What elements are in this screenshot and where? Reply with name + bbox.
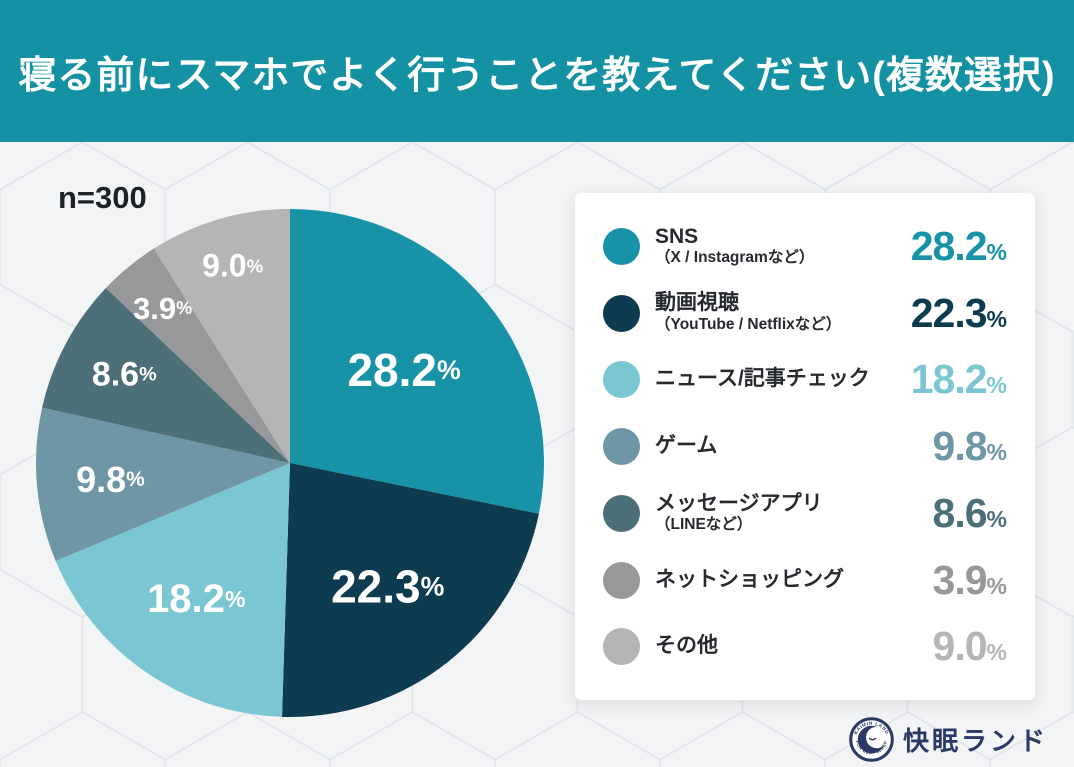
legend-item-labels: ニュース/記事チェック [655, 367, 896, 392]
legend-item-labels: ネットショッピング [655, 568, 918, 593]
legend-color-dot-icon [603, 294, 640, 332]
legend-color-dot-icon [603, 428, 640, 465]
legend-item-label: メッセージアプリ [655, 491, 823, 515]
pie-slice [282, 463, 539, 717]
legend-item-labels: その他 [655, 634, 918, 659]
pie-chart: 28.2% 22.3% 18.2% 9.8% 8.6% 3.9% 9.0% [36, 209, 544, 717]
pie-slice-label: 9.0% [202, 247, 263, 283]
legend-item-percent: 18.2% [910, 356, 1007, 403]
brand-logo: KAIMIN LAND FOR BEST SLEEP 快眠ランド [849, 717, 1048, 762]
chart-area: n=300 28.2% 22.3% 18.2% 9.8% 8.6% 3.9% 9.0% SN… [0, 142, 1074, 767]
legend-item-label: ゲーム [655, 434, 718, 458]
legend-item-labels: SNS （X / Instagramなど） [655, 225, 896, 268]
pie-slice-label: 28.2% [347, 344, 461, 396]
pie-slice-label: 3.9% [133, 291, 192, 326]
legend-color-dot-icon [603, 628, 640, 666]
legend-item-percent: 9.8% [932, 423, 1007, 469]
pie-slice [153, 209, 290, 463]
page-title: 寝る前にスマホでよく行うことを教えてください(複数選択) [18, 54, 1056, 97]
legend-item: ゲーム 9.8% [603, 423, 1007, 470]
legend-item-labels: ゲーム [655, 434, 918, 459]
brand-name: 快眠ランド [902, 726, 1048, 756]
pie-slice-label: 9.8% [76, 458, 145, 499]
pie-slice-label: 18.2% [147, 577, 245, 621]
legend-item-labels: 動画視聴 （YouTube / Netflixなど） [655, 291, 896, 334]
legend-item: SNS （X / Instagramなど） 28.2% [603, 223, 1007, 270]
legend-color-dot-icon [603, 561, 640, 599]
moon-badge-icon: KAIMIN LAND FOR BEST SLEEP [849, 717, 894, 762]
pie-slice [36, 407, 290, 561]
legend-item: メッセージアプリ （LINEなど） 8.6% [603, 490, 1007, 537]
legend-item-percent: 8.6% [932, 489, 1007, 536]
legend-item-percent: 22.3% [910, 289, 1007, 336]
legend-item-label: 動画視聴 [655, 291, 739, 315]
legend-color-dot-icon [603, 494, 640, 532]
legend-item-percent: 9.0% [932, 623, 1007, 670]
pie-slice [55, 463, 290, 717]
legend-item-sublabel: （YouTube / Netflixなど） [655, 316, 842, 334]
legend-item-percent: 3.9% [932, 556, 1007, 603]
legend-item-labels: メッセージアプリ （LINEなど） [655, 492, 918, 535]
legend-item-sublabel: （X / Instagramなど） [655, 249, 815, 267]
legend-item-label: その他 [655, 634, 718, 658]
legend-color-dot-icon [603, 361, 640, 399]
legend-item: ニュース/記事チェック 18.2% [603, 356, 1007, 403]
legend-item-sublabel: （LINEなど） [655, 516, 753, 534]
legend-item: 動画視聴 （YouTube / Netflixなど） 22.3% [603, 290, 1007, 337]
legend-card: SNS （X / Instagramなど） 28.2% 動画視聴 （YouTube / … [575, 193, 1035, 700]
legend-item-label: ニュース/記事チェック [655, 367, 870, 391]
pie-slice [290, 209, 544, 514]
header: 寝る前にスマホでよく行うことを教えてください(複数選択) [0, 0, 1074, 142]
legend-item-label: SNS [655, 224, 699, 248]
legend-item-label: ネットショッピング [655, 567, 844, 591]
legend-item: その他 9.0% [603, 623, 1007, 670]
pie-slice-label: 22.3% [331, 561, 445, 613]
legend-item-percent: 28.2% [910, 222, 1007, 269]
sample-size-label: n=300 [58, 180, 147, 215]
legend-color-dot-icon [603, 227, 640, 265]
pie-slice [105, 248, 290, 463]
pie-slice-label: 8.6% [92, 356, 157, 394]
legend-item: ネットショッピング 3.9% [603, 557, 1007, 604]
pie-slice [42, 287, 290, 463]
